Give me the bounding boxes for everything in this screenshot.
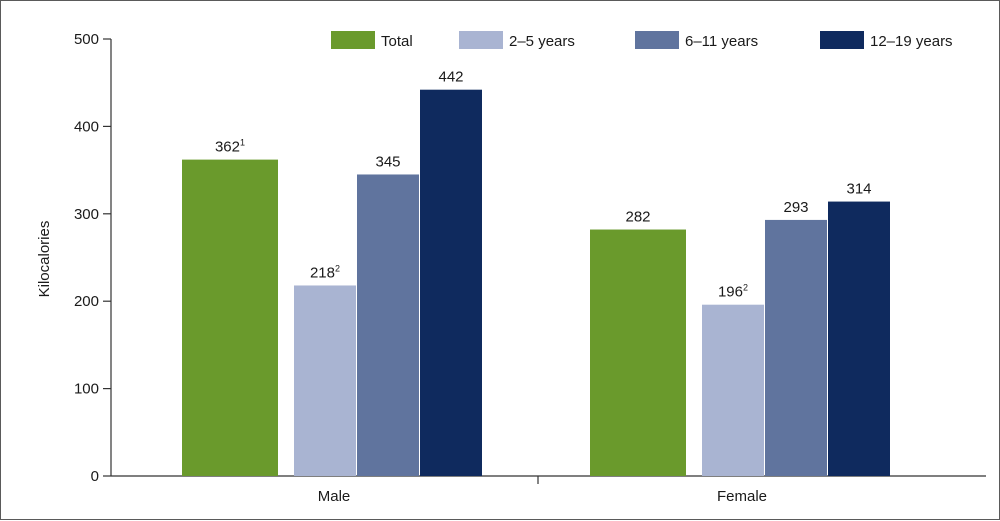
data-label: 3621 xyxy=(215,138,245,156)
x-tick-label-female: Female xyxy=(717,488,767,505)
data-label-value: 196 xyxy=(718,284,743,301)
data-label: 442 xyxy=(438,69,463,86)
legend-label-0: Total xyxy=(381,33,413,50)
data-label-footnote: 1 xyxy=(240,138,245,148)
legend-swatch-3 xyxy=(820,31,864,49)
legend-swatch-1 xyxy=(459,31,503,49)
legend-swatch-0 xyxy=(331,31,375,49)
data-label-value: 362 xyxy=(215,139,240,156)
data-label: 314 xyxy=(846,181,871,198)
data-label-value: 442 xyxy=(438,69,463,86)
bar-female-series-3 xyxy=(828,201,890,476)
data-label-value: 345 xyxy=(375,153,400,170)
bar-female-series-1 xyxy=(702,304,764,476)
y-tick-label: 300 xyxy=(74,206,99,223)
legend-label-2: 6–11 years xyxy=(685,33,758,50)
y-tick-label: 0 xyxy=(91,468,99,485)
data-label-value: 314 xyxy=(846,181,871,198)
y-tick-label: 400 xyxy=(74,118,99,135)
data-label-footnote: 2 xyxy=(335,263,340,273)
y-axis-label: Kilocalories xyxy=(36,221,53,298)
data-label-value: 218 xyxy=(310,264,335,281)
legend-label-3: 12–19 years xyxy=(870,33,953,50)
bar-male-series-3 xyxy=(420,89,482,476)
bar-male-series-1 xyxy=(294,285,356,476)
legend-swatch-2 xyxy=(635,31,679,49)
data-label-value: 282 xyxy=(625,209,650,226)
bar-male-series-0 xyxy=(182,159,278,476)
legend: Total 2–5 years 6–11 years 12–19 years xyxy=(331,31,953,50)
bar-female-series-2 xyxy=(765,219,827,476)
data-label: 2182 xyxy=(310,263,340,281)
data-label: 282 xyxy=(625,209,650,226)
x-tick-label-male: Male xyxy=(318,488,351,505)
data-label-value: 293 xyxy=(783,199,808,216)
y-tick-label: 200 xyxy=(74,293,99,310)
data-label: 293 xyxy=(783,199,808,216)
y-tick-label: 500 xyxy=(74,31,99,48)
bars-group xyxy=(182,89,890,476)
bar-female-series-0 xyxy=(590,229,686,476)
data-label-footnote: 2 xyxy=(743,283,748,293)
y-tick-label: 100 xyxy=(74,381,99,398)
data-label: 1962 xyxy=(718,283,748,301)
legend-label-1: 2–5 years xyxy=(509,33,575,50)
data-label: 345 xyxy=(375,153,400,170)
bar-male-series-2 xyxy=(357,174,419,476)
